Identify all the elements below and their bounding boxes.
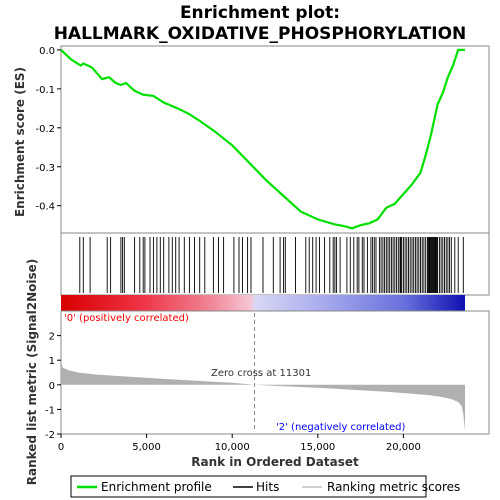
metric-y-tick-label: -1 [45, 405, 55, 416]
es-panel-frame [60, 45, 490, 234]
metric-y-tick-label: 1 [49, 356, 55, 367]
es-y-tick-label: -0.3 [35, 163, 55, 174]
legend-metric-label: Ranking metric scores [327, 480, 460, 494]
rank-color-bar [61, 295, 465, 311]
metric-y-tick-label: 2 [49, 332, 55, 343]
metric-y-tick-label: 0 [49, 381, 55, 392]
x-tick-label: 5,000 [132, 442, 161, 453]
metric-y-axis-label: Ranked list metric (Signal2Noise) [25, 259, 39, 486]
es-y-axis: 0.0 -0.1 -0.2 -0.3 -0.4 [35, 46, 61, 213]
x-tick-label: 10,000 [215, 442, 250, 453]
legend-enrichment-label: Enrichment profile [101, 480, 212, 494]
x-axis: 0 5,000 10,000 15,000 20,000 [58, 434, 421, 453]
hit-marks [79, 237, 464, 293]
es-y-axis-label: Enrichment score (ES) [13, 67, 27, 217]
negative-correlation-label: '2' (negatively correlated) [276, 422, 405, 433]
positive-correlation-label: '0' (positively correlated) [64, 313, 189, 324]
chart-title-line-2: HALLMARK_OXIDATIVE_PHOSPHORYLATION [54, 24, 467, 44]
legend-hits-label: Hits [256, 480, 279, 494]
x-tick-label: 15,000 [300, 442, 335, 453]
x-axis-label: Rank in Ordered Dataset [191, 455, 359, 469]
hits-panel-frame [60, 232, 490, 296]
chart-title-line-1: Enrichment plot: [180, 3, 340, 23]
es-y-tick-label: 0.0 [39, 46, 55, 57]
es-y-tick-label: -0.2 [35, 124, 55, 135]
metric-y-axis: 2 1 0 -1 -2 [45, 332, 61, 441]
x-tick-label: 20,000 [386, 442, 421, 453]
enrichment-profile-line [60, 48, 465, 230]
x-tick-label: 0 [58, 442, 64, 453]
zero-cross-label: Zero cross at 11301 [211, 368, 311, 379]
metric-panel-frame [60, 310, 490, 435]
metric-y-tick-label: -2 [45, 430, 55, 441]
es-y-tick-label: -0.4 [35, 202, 55, 213]
es-y-tick-label: -0.1 [35, 85, 55, 96]
